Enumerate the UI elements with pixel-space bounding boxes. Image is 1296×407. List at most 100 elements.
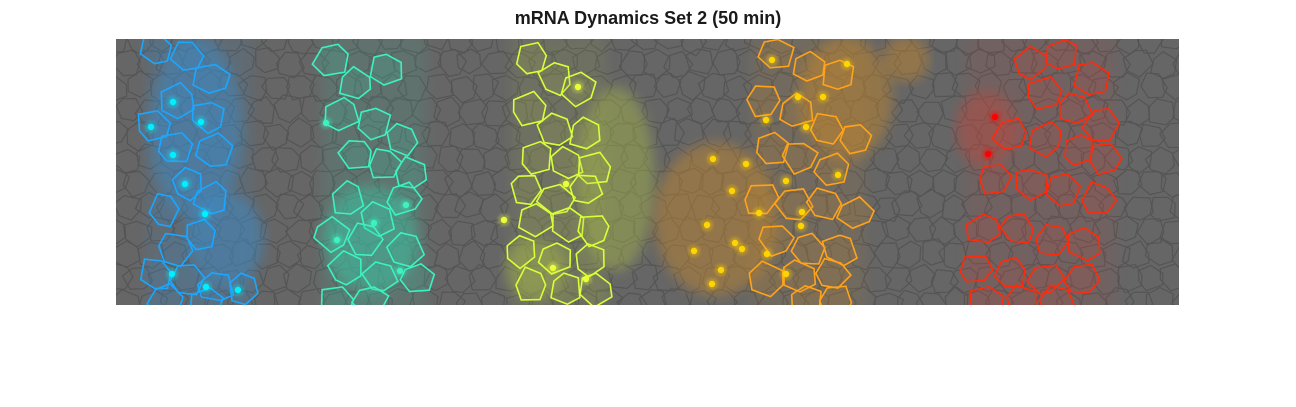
stripe-cell — [993, 256, 1026, 288]
tissue-cell — [455, 292, 483, 305]
stripe-cell — [386, 181, 423, 216]
stripe-1-cells — [137, 39, 259, 305]
stripe-cell — [550, 145, 584, 180]
stripe-cell — [550, 272, 581, 305]
mrna-dot — [984, 150, 992, 158]
tissue-cell — [116, 120, 130, 144]
tissue-cell — [470, 219, 499, 248]
tissue-cell — [938, 242, 968, 270]
mrna-dot — [574, 83, 582, 91]
mrna-dot — [731, 239, 739, 247]
tissue-cell — [654, 39, 685, 50]
tissue-cell — [264, 167, 294, 198]
tissue-cell — [616, 292, 648, 305]
stripe-cell — [814, 257, 852, 289]
tissue-cell — [697, 72, 730, 102]
stripe-cell — [805, 187, 843, 221]
stripe-cell — [385, 231, 426, 268]
tissue-cell — [906, 216, 937, 243]
tissue-cell — [481, 290, 506, 305]
stripe-cell — [959, 255, 994, 283]
tissue-cell — [908, 74, 935, 100]
mrna-dot — [169, 98, 177, 106]
tissue-cell — [930, 269, 960, 294]
tissue-cell — [1121, 240, 1150, 269]
mrna-dot — [819, 93, 827, 101]
tissue-cell — [884, 171, 913, 196]
tissue-cell — [1171, 149, 1179, 168]
mrna-dot — [370, 219, 378, 227]
stripe-cell — [1063, 263, 1101, 294]
tissue-cell — [437, 48, 468, 78]
mrna-dot — [708, 280, 716, 288]
stripe-cell — [357, 107, 392, 141]
stripe-cell — [139, 39, 173, 65]
mrna-dot — [333, 236, 341, 244]
tissue-cell — [871, 197, 901, 222]
tissue-cell — [273, 94, 303, 124]
mrna-dot — [798, 208, 806, 216]
tissue-cell — [656, 117, 686, 147]
tissue-cell — [1124, 291, 1154, 305]
mrna-dot — [147, 123, 155, 131]
tissue-cell — [641, 98, 671, 125]
tissue-cell — [447, 39, 473, 54]
mrna-dot — [762, 116, 770, 124]
mrna-dot — [843, 60, 851, 68]
tissue-cell — [284, 219, 315, 245]
tissue-cell — [678, 70, 706, 101]
tissue-cell — [468, 39, 494, 53]
mrna-dot — [549, 264, 557, 272]
mrna-dot — [500, 216, 508, 224]
stripe-cell — [1045, 173, 1082, 207]
stripe-band — [511, 39, 606, 305]
stripe-cell — [1058, 92, 1094, 124]
expression-glow — [882, 39, 930, 83]
stripe-cell — [965, 213, 1002, 244]
stripe-cell — [781, 142, 819, 176]
mrna-dot — [562, 180, 570, 188]
tissue-cell — [1159, 263, 1179, 292]
stripe-cell — [839, 123, 873, 155]
stripe-cell — [331, 179, 365, 215]
stripe-cell — [186, 218, 216, 251]
tissue-cell — [1136, 39, 1165, 55]
stripe-2-cells — [311, 43, 436, 305]
tissue-cell — [421, 120, 451, 147]
stripe-cell — [192, 180, 227, 215]
tissue-cell — [1158, 122, 1179, 149]
tissue-cell — [456, 48, 482, 75]
mrna-dot — [797, 222, 805, 230]
tissue-cell — [1161, 73, 1179, 101]
tissue-cell — [884, 267, 913, 293]
tissue-cell — [1138, 123, 1166, 147]
tissue-cell — [916, 188, 946, 219]
mrna-dot — [738, 245, 746, 253]
mrna-dot — [402, 201, 410, 209]
tissue-cell — [1160, 39, 1179, 50]
stripe-cell — [1089, 142, 1123, 176]
stripe-cell — [1067, 226, 1101, 262]
tissue-cell — [610, 39, 638, 51]
stripe-cell — [783, 259, 817, 293]
tissue-cell — [116, 194, 142, 221]
mrna-dot — [703, 221, 711, 229]
tissue-cell — [285, 117, 315, 148]
stripe-4-cells — [744, 39, 876, 305]
stripe-cell — [991, 117, 1027, 151]
mrna-dot — [728, 187, 736, 195]
mrna-dot — [802, 123, 810, 131]
mrna-dot — [709, 155, 717, 163]
stripe-cell — [792, 50, 826, 82]
mrna-dot — [181, 180, 189, 188]
stripe-cell — [194, 132, 234, 168]
tissue-cell — [891, 190, 923, 217]
tissue-cell — [918, 148, 949, 173]
tissue-cell — [116, 289, 141, 305]
tissue-cell — [260, 76, 291, 100]
tissue-cell — [874, 292, 905, 305]
tissue-cell — [271, 147, 301, 173]
stripe-cell — [978, 164, 1013, 195]
tissue-cell — [1171, 293, 1179, 305]
tissue-cell — [699, 39, 727, 51]
